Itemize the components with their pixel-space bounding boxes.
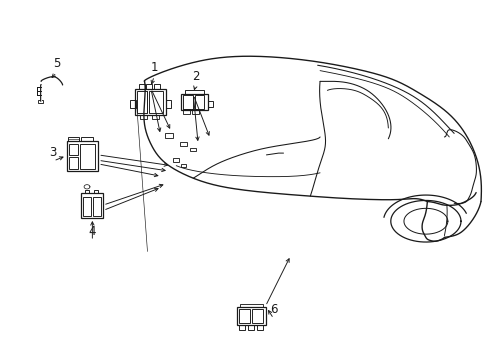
Bar (166, 100, 171, 108)
Text: 6: 6 (269, 303, 277, 316)
Bar (183, 109, 190, 114)
Text: 1: 1 (150, 60, 158, 73)
Bar (207, 101, 212, 107)
Bar (190, 148, 196, 151)
Text: 5: 5 (53, 57, 61, 70)
Text: 4: 4 (88, 225, 96, 238)
Text: 3: 3 (50, 145, 57, 158)
Bar (194, 95, 203, 109)
Bar (239, 325, 244, 329)
Bar (251, 310, 262, 323)
Bar (130, 100, 136, 108)
Bar (38, 100, 43, 103)
Bar (139, 84, 144, 89)
Bar (239, 305, 263, 307)
Bar (69, 144, 78, 155)
Bar (94, 190, 98, 193)
Bar (247, 325, 253, 329)
Bar (184, 90, 203, 94)
Bar (183, 95, 192, 109)
Bar (180, 164, 186, 167)
Bar (173, 158, 179, 162)
Bar (135, 89, 166, 116)
Bar (152, 115, 159, 119)
Bar (191, 109, 199, 114)
Bar (256, 325, 262, 329)
Bar (237, 307, 266, 325)
Bar (239, 310, 249, 323)
Bar (81, 137, 93, 140)
Bar (140, 115, 147, 119)
Bar (85, 190, 89, 193)
Bar (164, 133, 173, 138)
Bar (80, 144, 95, 169)
Bar (137, 91, 147, 113)
Bar (181, 94, 207, 110)
Bar (68, 137, 79, 140)
Bar (66, 140, 98, 171)
Bar (81, 193, 103, 218)
Bar (93, 197, 101, 216)
Bar (146, 84, 152, 89)
Bar (149, 91, 163, 113)
Bar (180, 142, 187, 146)
Text: 2: 2 (192, 69, 199, 82)
Bar (69, 157, 78, 169)
Bar (83, 197, 91, 216)
Bar (154, 84, 160, 89)
